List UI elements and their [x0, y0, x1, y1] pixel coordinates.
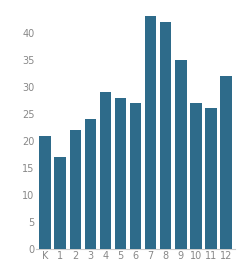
Bar [115, 98, 126, 249]
Bar [145, 16, 156, 249]
Bar [190, 103, 202, 249]
Bar [205, 109, 217, 249]
Bar [175, 60, 186, 249]
Bar [160, 22, 171, 249]
Bar [85, 119, 96, 249]
Bar [39, 135, 51, 249]
Bar [54, 157, 66, 249]
Bar [70, 130, 81, 249]
Bar [100, 92, 111, 249]
Bar [130, 103, 141, 249]
Bar [221, 76, 232, 249]
